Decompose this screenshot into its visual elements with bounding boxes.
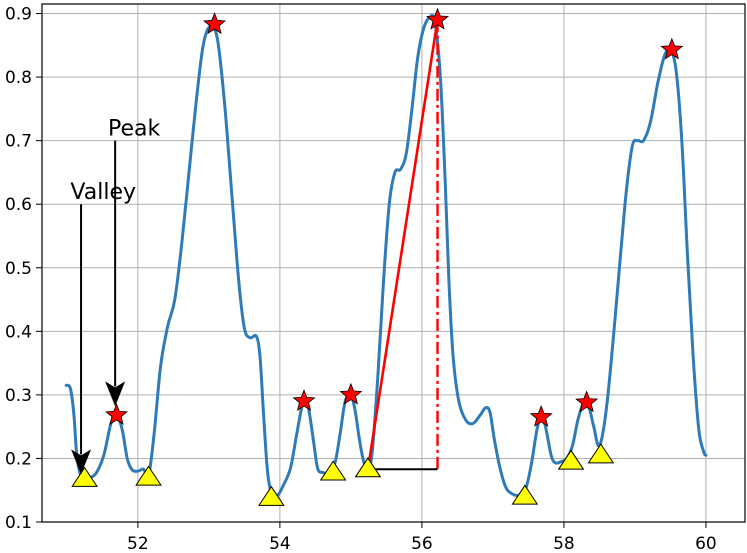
valley-marker	[135, 465, 162, 486]
peak-marker	[203, 12, 227, 35]
y-tick-label: 0.6	[5, 195, 32, 215]
valley-annotation-arrow-head	[71, 449, 92, 475]
valley-marker	[319, 460, 347, 481]
y-tick-label: 0.9	[5, 5, 32, 25]
valley-marker	[71, 466, 98, 487]
peak-marker	[339, 382, 363, 405]
grid-layer	[42, 4, 745, 523]
x-tick-label: 60	[695, 534, 717, 553]
y-tick-label: 0.8	[5, 68, 32, 88]
y-tick-label: 0.2	[5, 449, 32, 469]
y-tick-label: 0.4	[5, 322, 32, 342]
y-tick-label: 0.5	[5, 259, 32, 279]
valley-to-peak-line	[366, 19, 439, 470]
highlight-layer	[366, 19, 439, 471]
valley-marker	[587, 443, 615, 464]
peak-marker	[660, 37, 684, 60]
y-tick-label: 0.7	[5, 132, 32, 152]
peak-marker	[426, 7, 450, 30]
peak-annotation-arrow-head	[105, 381, 126, 407]
valley-annotation-label: Valley	[70, 180, 136, 205]
peak-annotation-label: Peak	[108, 117, 160, 142]
x-tick-label: 58	[553, 534, 575, 553]
y-tick-label: 0.3	[5, 386, 32, 406]
signal-line	[64, 13, 708, 499]
peak-marker	[292, 389, 316, 412]
valley-marker	[354, 457, 382, 478]
peak-marker	[105, 403, 129, 425]
x-tick-label: 56	[411, 534, 433, 553]
x-tick-label: 54	[269, 534, 291, 553]
axis-layer: 52 54 56 58 60 0.1 0.2 0.3 0.4 0.5 0.6 0.7 0.8 0.9	[5, 3, 746, 553]
valley-marker	[511, 484, 539, 505]
valley-marker	[258, 485, 285, 506]
y-tick-label: 0.1	[5, 513, 32, 533]
peak-marker	[575, 390, 599, 413]
peak-marker	[529, 405, 553, 427]
series-layer	[64, 13, 708, 499]
annotation-layer: Valley Peak	[70, 117, 161, 475]
valley-marker	[557, 449, 585, 470]
marker-layer	[71, 7, 684, 506]
x-tick-label: 52	[127, 534, 149, 553]
plot-frame	[41, 3, 746, 523]
